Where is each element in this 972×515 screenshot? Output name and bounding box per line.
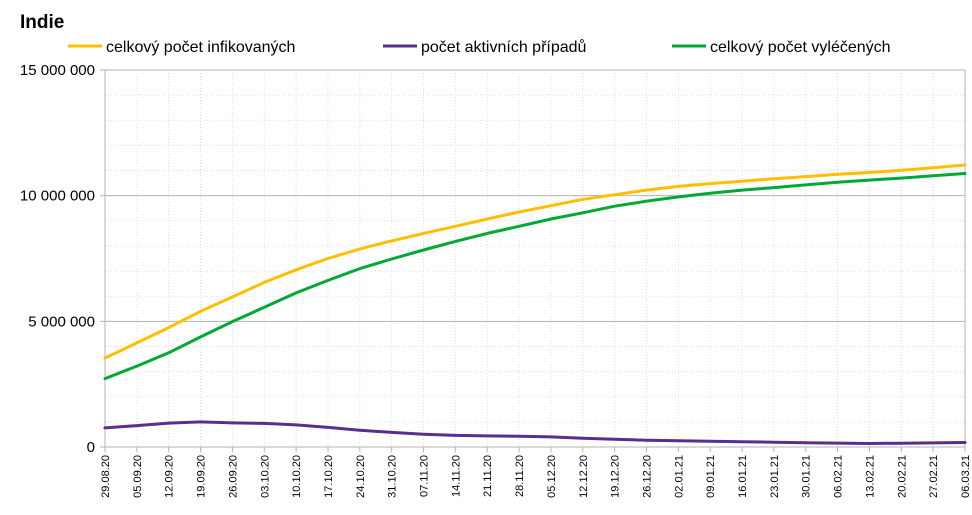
- x-tick-label: 12.12.20: [578, 455, 590, 498]
- y-tick-label: 0: [87, 439, 95, 456]
- x-tick-label: 20.02.21: [896, 455, 908, 498]
- grid: [105, 69, 966, 448]
- x-tick-label: 05.12.20: [546, 455, 558, 498]
- y-tick-label: 10 000 000: [20, 188, 95, 205]
- legend: celkový počet infikovaných počet aktivníc…: [68, 38, 891, 56]
- y-axis-ticks: 0 5 000 000 10 000 000 15 000 000: [20, 62, 105, 456]
- x-tick-label: 12.09.20: [164, 455, 176, 498]
- x-tick-label: 26.09.20: [227, 455, 239, 498]
- x-tick-label: 16.01.21: [737, 455, 749, 498]
- x-tick-label: 13.02.21: [864, 455, 876, 498]
- x-tick-label: 28.11.20: [514, 455, 526, 497]
- series-line-2: [103, 420, 967, 445]
- series-line-3: [103, 172, 967, 381]
- axes: [100, 70, 966, 452]
- x-tick-label: 26.12.20: [641, 455, 653, 498]
- y-tick-label: 15 000 000: [20, 62, 95, 79]
- x-tick-label: 19.12.20: [610, 455, 622, 498]
- series-lines: [103, 163, 967, 445]
- x-tick-label: 06.03.21: [960, 455, 972, 498]
- x-tick-label: 10.10.20: [291, 455, 303, 498]
- x-tick-label: 30.01.21: [801, 455, 813, 498]
- x-tick-label: 21.11.20: [482, 455, 494, 497]
- chart-title: Indie: [20, 12, 64, 33]
- legend-label-1: celkový počet infikovaných: [106, 39, 295, 56]
- x-tick-label: 27.02.21: [928, 455, 940, 498]
- x-tick-label: 23.01.21: [769, 455, 781, 498]
- x-tick-label: 17.10.20: [323, 455, 335, 498]
- x-tick-label: 19.09.20: [196, 455, 208, 498]
- x-tick-label: 07.11.20: [419, 455, 431, 497]
- series-line-1: [103, 163, 967, 360]
- legend-label-2: počet aktivních případů: [421, 38, 586, 56]
- x-tick-label: 05.09.20: [132, 455, 144, 498]
- x-tick-label: 14.11.20: [450, 455, 462, 497]
- x-axis-ticks: 29.08.20 05.09.20 12.09.20 19.09.20 26.09.20…: [100, 447, 972, 498]
- legend-label-3: celkový počet vyléčených: [710, 39, 891, 56]
- y-tick-label: 5 000 000: [28, 313, 95, 330]
- x-tick-label: 02.01.21: [673, 455, 685, 498]
- x-tick-label: 09.01.21: [705, 455, 717, 498]
- x-tick-label: 29.08.20: [100, 455, 112, 498]
- x-tick-label: 06.02.21: [833, 455, 845, 498]
- x-tick-label: 03.10.20: [259, 455, 271, 498]
- x-tick-label: 24.10.20: [355, 455, 367, 498]
- x-tick-label: 31.10.20: [387, 455, 399, 498]
